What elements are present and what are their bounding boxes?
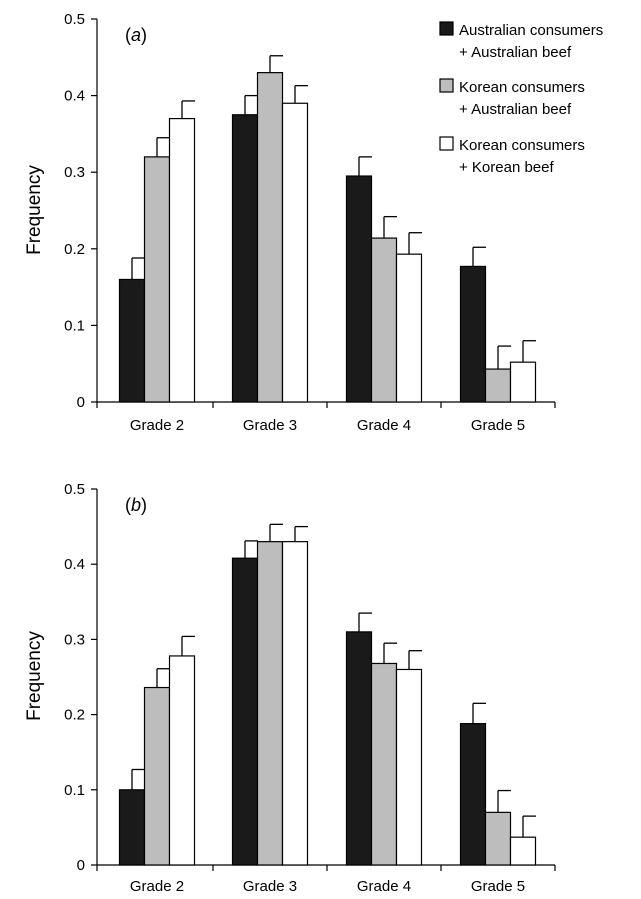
y-tick-label: 0.3 — [64, 631, 85, 648]
x-tick-label: Grade 3 — [243, 417, 297, 434]
bar — [231, 114, 259, 403]
panel-label-letter: b — [131, 495, 141, 515]
bar — [168, 117, 196, 403]
legend-label: + Australian beef — [459, 44, 572, 61]
bar — [256, 72, 284, 403]
legend-label: Korean consumers — [459, 79, 585, 96]
bar — [395, 668, 423, 866]
panel-label: (b) — [125, 495, 147, 515]
bar — [345, 631, 373, 866]
legend-label: + Australian beef — [459, 101, 572, 118]
y-tick-label: 0.3 — [64, 164, 85, 181]
legend-label: Australian consumers — [459, 22, 603, 39]
y-tick-label: 0.4 — [64, 556, 85, 573]
bar — [168, 655, 196, 866]
legend-swatch — [439, 21, 454, 36]
x-tick-label: Grade 4 — [357, 878, 411, 895]
bar — [118, 789, 146, 866]
bar — [484, 811, 512, 866]
bar — [370, 237, 398, 403]
bar — [143, 686, 171, 866]
x-tick-label: Grade 3 — [243, 878, 297, 895]
y-tick-label: 0.4 — [64, 88, 85, 105]
y-tick-label: 0 — [77, 394, 85, 411]
panel-label-letter: a — [131, 25, 141, 45]
bar — [484, 368, 512, 403]
chart-panel-a: 0 0.1 0.2 0.3 0.4 0.5 Grade 2 Grade 3 Grade 4 Gra… — [24, 11, 603, 434]
bar — [459, 723, 487, 866]
legend: Australian consumers + Australian beef Kor… — [439, 21, 603, 176]
panel-label: (a) — [125, 25, 147, 45]
y-tick-label: 0.2 — [64, 707, 85, 724]
bar — [281, 541, 309, 866]
bar — [509, 361, 537, 403]
chart-panel-b: 0 0.1 0.2 0.3 0.4 0.5 Grade 2 Grade 3 Grade 4 Gra… — [24, 481, 556, 895]
y-tick-label: 0.1 — [64, 317, 85, 334]
x-tick-label: Grade 4 — [357, 417, 411, 434]
legend-label: Korean consumers — [459, 137, 585, 154]
bar — [370, 662, 398, 866]
y-tick-label: 0.1 — [64, 782, 85, 799]
bar — [256, 541, 284, 866]
bar — [231, 557, 259, 866]
x-tick-label: Grade 5 — [471, 878, 525, 895]
bar — [345, 175, 373, 403]
y-axis-title: Frequency — [24, 631, 45, 721]
y-tick-label: 0.2 — [64, 241, 85, 258]
x-tick-label: Grade 2 — [130, 417, 184, 434]
bar — [143, 156, 171, 403]
legend-swatch — [439, 136, 454, 151]
y-tick-label: 0.5 — [64, 11, 85, 28]
x-tick-label: Grade 5 — [471, 417, 525, 434]
bar — [281, 102, 309, 403]
legend-label: + Korean beef — [459, 159, 554, 176]
y-axis-title: Frequency — [24, 165, 45, 255]
legend-swatch — [439, 78, 454, 93]
x-tick-label: Grade 2 — [130, 878, 184, 895]
y-tick-label: 0 — [77, 857, 85, 874]
bar — [118, 278, 146, 403]
y-tick-label: 0.5 — [64, 481, 85, 498]
bar — [459, 265, 487, 403]
bar — [395, 253, 423, 403]
bar — [509, 836, 537, 866]
